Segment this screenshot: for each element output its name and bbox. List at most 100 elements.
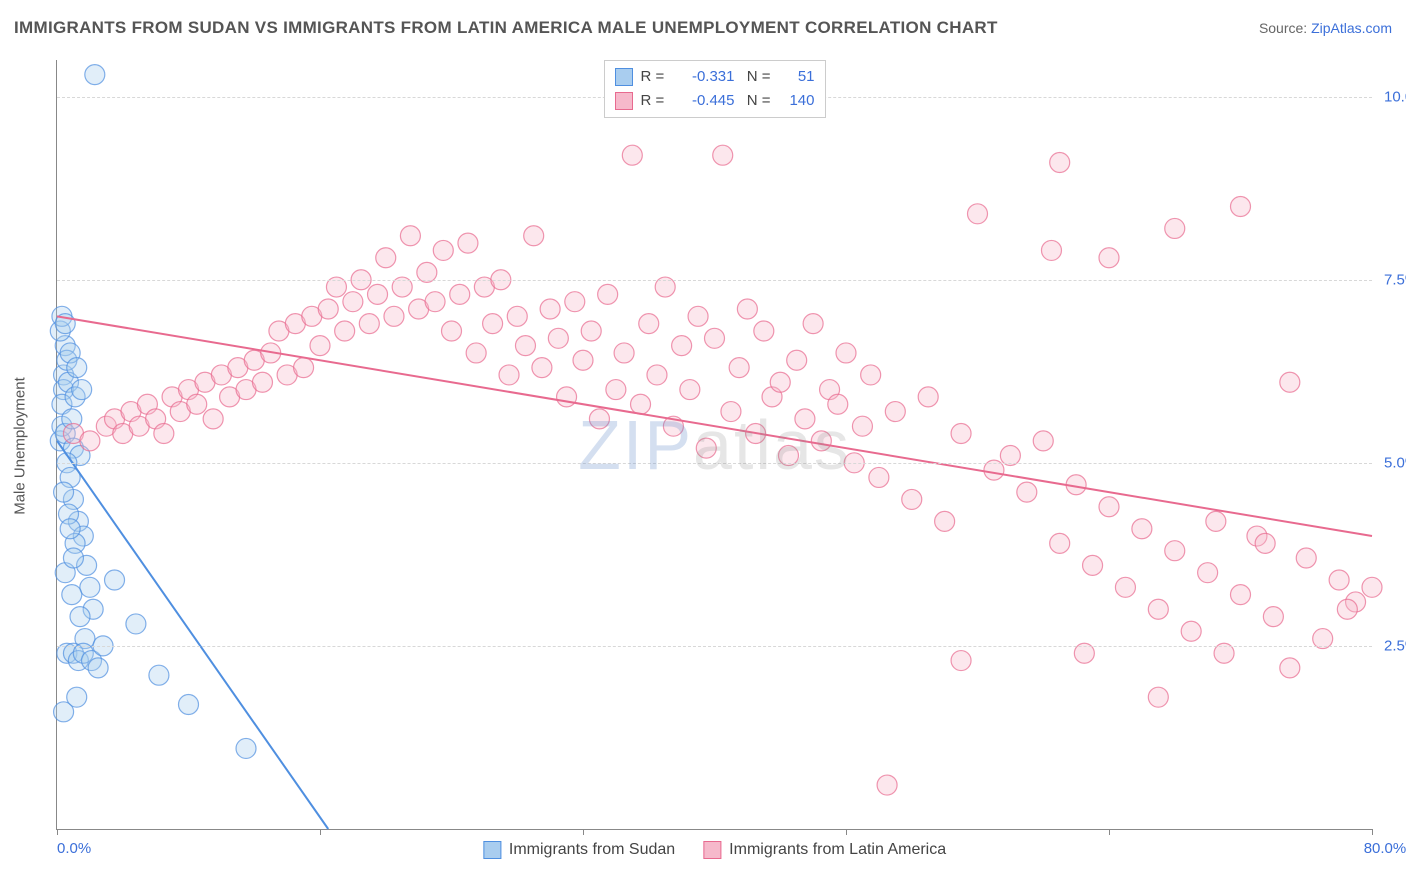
- gridline-h: [57, 463, 1372, 464]
- xtick: [1109, 829, 1110, 835]
- scatter-point: [1099, 497, 1119, 517]
- source-link[interactable]: ZipAtlas.com: [1311, 20, 1392, 36]
- legend-row-series-1: R = -0.445 N = 140: [615, 89, 815, 113]
- scatter-point: [442, 321, 462, 341]
- scatter-point: [721, 402, 741, 422]
- scatter-point: [1206, 511, 1226, 531]
- scatter-point: [310, 336, 330, 356]
- legend-correlation-box: R = -0.331 N = 51 R = -0.445 N = 140: [604, 60, 826, 118]
- title-bar: IMMIGRANTS FROM SUDAN VS IMMIGRANTS FROM…: [14, 18, 1392, 38]
- scatter-point: [696, 438, 716, 458]
- scatter-point: [105, 570, 125, 590]
- scatter-point: [828, 394, 848, 414]
- scatter-point: [1329, 570, 1349, 590]
- scatter-point: [606, 380, 626, 400]
- scatter-point: [1280, 658, 1300, 678]
- scatter-point: [598, 284, 618, 304]
- scatter-point: [688, 306, 708, 326]
- legend-swatch-sudan-icon: [483, 841, 501, 859]
- xtick: [583, 829, 584, 835]
- scatter-point: [179, 694, 199, 714]
- scatter-point: [680, 380, 700, 400]
- scatter-point: [951, 424, 971, 444]
- scatter-point: [672, 336, 692, 356]
- scatter-point: [1296, 548, 1316, 568]
- scatter-point: [88, 658, 108, 678]
- scatter-point: [236, 738, 256, 758]
- scatter-point: [1099, 248, 1119, 268]
- scatter-point: [187, 394, 207, 414]
- scatter-point: [318, 299, 338, 319]
- scatter-point: [450, 284, 470, 304]
- chart-svg: [57, 60, 1372, 829]
- scatter-point: [631, 394, 651, 414]
- scatter-point: [869, 467, 889, 487]
- scatter-point: [1050, 533, 1070, 553]
- scatter-point: [483, 314, 503, 334]
- trend-line: [57, 441, 328, 829]
- xtick: [846, 829, 847, 835]
- y-axis-label: Male Unemployment: [12, 377, 29, 515]
- scatter-point: [80, 431, 100, 451]
- scatter-point: [67, 687, 87, 707]
- scatter-point: [425, 292, 445, 312]
- scatter-point: [1231, 196, 1251, 216]
- scatter-point: [252, 372, 272, 392]
- legend-item-sudan: Immigrants from Sudan: [483, 841, 675, 859]
- scatter-point: [126, 614, 146, 634]
- gridline-h: [57, 280, 1372, 281]
- scatter-point: [836, 343, 856, 363]
- scatter-point: [1263, 607, 1283, 627]
- scatter-point: [581, 321, 601, 341]
- scatter-point: [458, 233, 478, 253]
- scatter-point: [466, 343, 486, 363]
- scatter-point: [795, 409, 815, 429]
- scatter-point: [885, 402, 905, 422]
- scatter-point: [368, 284, 388, 304]
- scatter-point: [433, 240, 453, 260]
- scatter-point: [359, 314, 379, 334]
- scatter-point: [573, 350, 593, 370]
- chart-title: IMMIGRANTS FROM SUDAN VS IMMIGRANTS FROM…: [14, 18, 998, 38]
- scatter-point: [729, 358, 749, 378]
- scatter-point: [294, 358, 314, 378]
- legend-swatch-latin-america-icon: [703, 841, 721, 859]
- scatter-point: [62, 585, 82, 605]
- ytick-label: 7.5%: [1376, 271, 1406, 288]
- scatter-point: [1198, 563, 1218, 583]
- scatter-point: [400, 226, 420, 246]
- scatter-point: [803, 314, 823, 334]
- scatter-point: [499, 365, 519, 385]
- xtick-label: 80.0%: [1364, 840, 1406, 857]
- ytick-label: 2.5%: [1376, 637, 1406, 654]
- scatter-point: [647, 365, 667, 385]
- scatter-point: [1017, 482, 1037, 502]
- scatter-point: [861, 365, 881, 385]
- scatter-point: [335, 321, 355, 341]
- scatter-point: [1132, 519, 1152, 539]
- scatter-point: [877, 775, 897, 795]
- xtick: [320, 829, 321, 835]
- xtick: [1372, 829, 1373, 835]
- scatter-point: [515, 336, 535, 356]
- scatter-point: [557, 387, 577, 407]
- scatter-point: [384, 306, 404, 326]
- scatter-point: [532, 358, 552, 378]
- scatter-point: [203, 409, 223, 429]
- scatter-point: [770, 372, 790, 392]
- scatter-point: [622, 145, 642, 165]
- scatter-point: [149, 665, 169, 685]
- scatter-point: [343, 292, 363, 312]
- scatter-point: [1165, 218, 1185, 238]
- scatter-point: [67, 358, 87, 378]
- scatter-point: [63, 548, 83, 568]
- scatter-point: [70, 607, 90, 627]
- scatter-point: [1362, 577, 1382, 597]
- scatter-point: [80, 577, 100, 597]
- scatter-point: [540, 299, 560, 319]
- scatter-point: [1033, 431, 1053, 451]
- scatter-point: [1231, 585, 1251, 605]
- ytick-label: 10.0%: [1376, 88, 1406, 105]
- scatter-point: [1255, 533, 1275, 553]
- scatter-point: [1148, 599, 1168, 619]
